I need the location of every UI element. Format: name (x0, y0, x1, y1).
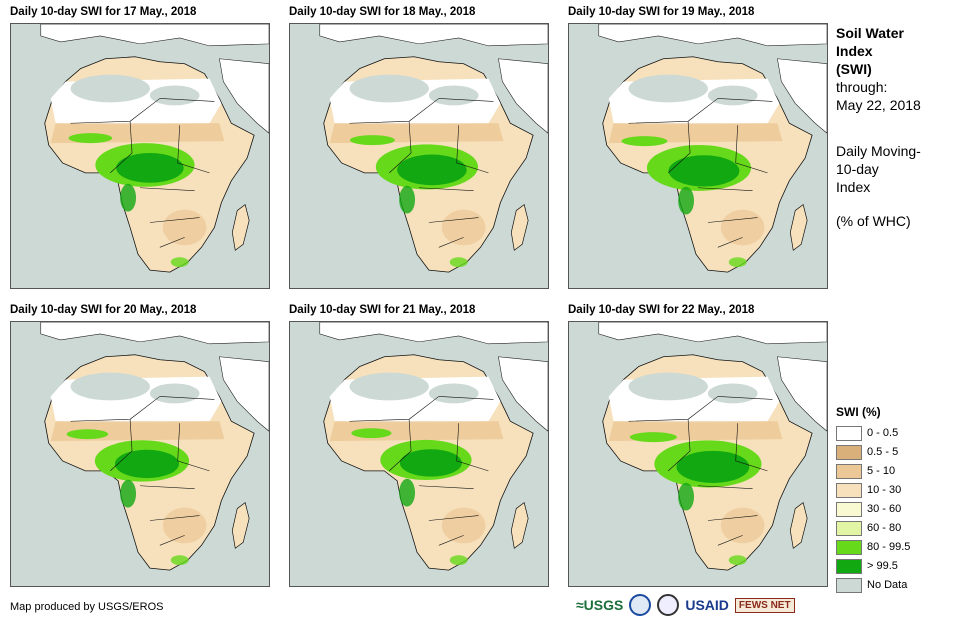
legend-label: 80 - 99.5 (867, 541, 911, 553)
map-panel-3 (568, 23, 828, 289)
legend-swatch (836, 501, 862, 517)
panel-title-6: Daily 10-day SWI for 22 May., 2018 (568, 304, 755, 316)
units-label: (% of WHC) (836, 213, 911, 229)
legend-label: 5 - 10 (867, 465, 896, 477)
legend-item: 5 - 10 (836, 463, 895, 479)
legend-swatch (836, 444, 862, 460)
desc-line-1: Daily Moving- (836, 143, 921, 159)
legend-label: 0 - 0.5 (867, 427, 899, 439)
legend-item: 60 - 80 (836, 520, 901, 536)
africa-map (569, 24, 827, 288)
legend-label: 60 - 80 (867, 522, 902, 534)
africa-map (569, 322, 827, 586)
legend-item: > 99.5 (836, 558, 898, 574)
legend-label: 10 - 30 (867, 484, 902, 496)
map-panel-2 (289, 23, 549, 289)
side-heading-2: Index (836, 43, 873, 59)
panel-title-2: Daily 10-day SWI for 18 May., 2018 (289, 6, 476, 18)
noaa-logo-icon (629, 594, 652, 616)
side-info: Soil Water Index (SWI) through: May 22, … (836, 24, 966, 230)
legend-item: 0 - 0.5 (836, 425, 898, 441)
legend-swatch (836, 577, 862, 593)
logo-strip: ≈USGS USAID FEWS NET (576, 594, 795, 616)
through-label: through: (836, 79, 888, 95)
legend-label: > 99.5 (867, 560, 898, 572)
usaid-logo: USAID (685, 597, 729, 613)
usgs-logo: ≈USGS (576, 597, 624, 613)
africa-map (290, 24, 548, 288)
side-heading-1: Soil Water (836, 25, 904, 41)
map-panel-4 (10, 321, 270, 587)
legend-item: 0.5 - 5 (836, 444, 898, 460)
legend-swatch (836, 482, 862, 498)
legend-item: 80 - 99.5 (836, 539, 910, 555)
credit-text: Map produced by USGS/EROS (10, 601, 164, 613)
map-panel-6 (568, 321, 828, 587)
africa-map (11, 24, 269, 288)
legend-swatch (836, 520, 862, 536)
legend-label: No Data (867, 579, 908, 591)
africa-map (11, 322, 269, 586)
desc-line-3: Index (836, 179, 871, 195)
map-panel-1 (10, 23, 270, 289)
legend-item: 30 - 60 (836, 501, 901, 517)
legend-swatch (836, 539, 862, 555)
side-heading-3: (SWI) (836, 61, 872, 77)
africa-map (290, 322, 548, 586)
legend-title: SWI (%) (836, 405, 881, 419)
legend-swatch (836, 425, 862, 441)
legend-label: 0.5 - 5 (867, 446, 899, 458)
through-date: May 22, 2018 (836, 97, 921, 113)
panel-title-3: Daily 10-day SWI for 19 May., 2018 (568, 6, 755, 18)
panel-title-5: Daily 10-day SWI for 21 May., 2018 (289, 304, 476, 316)
panel-title-1: Daily 10-day SWI for 17 May., 2018 (10, 6, 197, 18)
nasa-seal-icon (657, 594, 680, 616)
fews-net-logo: FEWS NET (734, 597, 795, 613)
panel-title-4: Daily 10-day SWI for 20 May., 2018 (10, 304, 197, 316)
legend-item: 10 - 30 (836, 482, 901, 498)
legend-swatch (836, 558, 862, 574)
map-panel-5 (289, 321, 549, 587)
legend-swatch (836, 463, 862, 479)
desc-line-2: 10-day (836, 161, 879, 177)
legend-label: 30 - 60 (867, 503, 902, 515)
legend-item: No Data (836, 577, 907, 593)
